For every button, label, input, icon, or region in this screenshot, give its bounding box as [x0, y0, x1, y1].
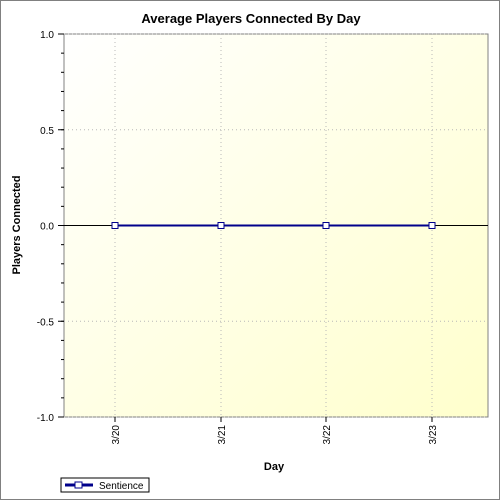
series-layer: [111, 222, 436, 229]
x-axis-label: Day: [264, 461, 285, 473]
x-tick-label: 3/21: [217, 425, 228, 445]
data-point-marker: [428, 222, 436, 229]
y-tick-label: 1.0: [40, 30, 54, 41]
x-tick-label: 3/23: [428, 425, 439, 445]
data-point-marker: [217, 222, 225, 229]
y-axis-label: Players Connected: [11, 175, 23, 274]
legend: Sentience: [60, 477, 150, 493]
legend-swatch-marker: [74, 481, 83, 489]
y-axis: 1.0 0.5 0.0 -0.5 -1.0: [37, 30, 64, 424]
y-tick-label: -1.0: [37, 413, 55, 424]
y-tick-label: -0.5: [37, 317, 55, 328]
x-axis: 3/20 3/21 3/22 3/23: [111, 417, 439, 444]
legend-box: [60, 477, 150, 493]
y-tick-label: 0.0: [40, 222, 54, 233]
legend-label-sentience: Sentience: [99, 481, 144, 492]
data-point-marker: [322, 222, 330, 229]
chart-title: Average Players Connected By Day: [141, 11, 361, 26]
data-point-marker: [111, 222, 119, 229]
x-tick-label: 3/22: [322, 425, 333, 445]
y-tick-label: 0.5: [40, 126, 54, 137]
x-tick-label: 3/20: [111, 425, 122, 445]
